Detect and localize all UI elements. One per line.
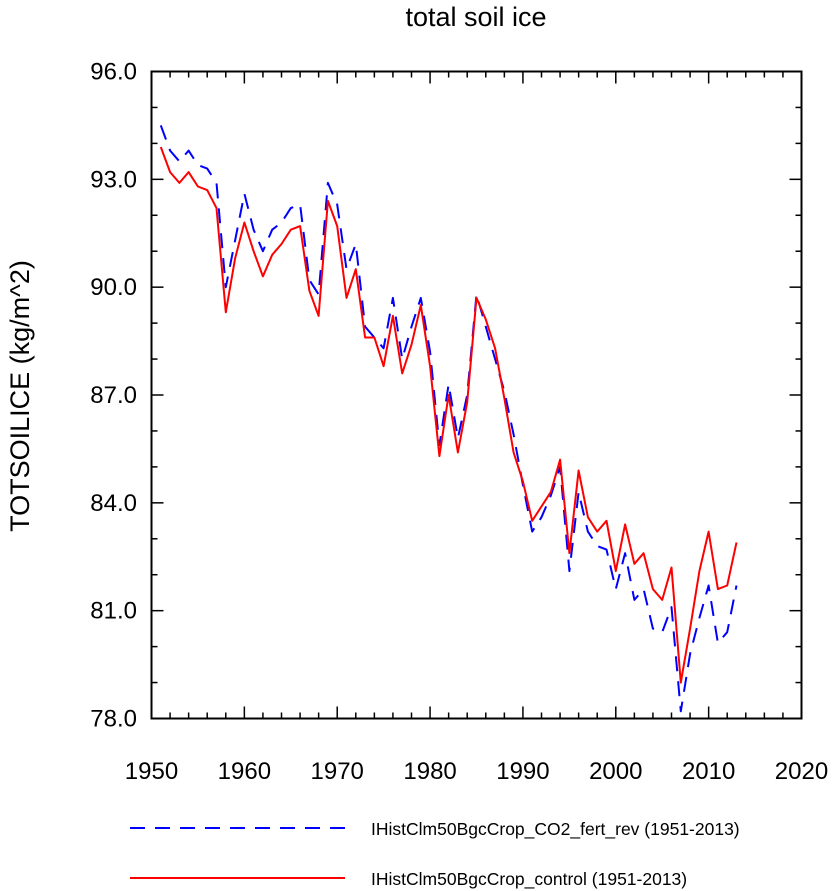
y-tick-label: 78.0 <box>90 706 137 733</box>
y-tick-label: 93.0 <box>90 166 137 193</box>
chart-title: total soil ice <box>405 2 546 32</box>
y-axis-label: TOTSOILICE (kg/m^2) <box>5 260 35 532</box>
y-tick-label: 96.0 <box>90 59 137 86</box>
x-tick-label: 1960 <box>218 758 271 785</box>
legend-label-2: IHistClm50BgcCrop_control (1951-2013) <box>371 869 687 890</box>
y-tick-label: 90.0 <box>90 274 137 301</box>
tick-labels: 1950 1960 1970 1980 1990 2000 2010 2020 78.0 81.0… <box>90 59 828 786</box>
plot-frame <box>150 70 803 720</box>
y-tick-label: 87.0 <box>90 382 137 409</box>
x-tick-label: 2010 <box>682 758 735 785</box>
x-tick-label: 1990 <box>496 758 549 785</box>
x-tick-label: 2020 <box>775 758 828 785</box>
legend: IHistClm50BgcCrop_CO2_fert_rev (1951-201… <box>130 819 740 890</box>
series-line-1 <box>159 125 738 713</box>
series-line-2 <box>159 146 738 684</box>
x-tick-label: 1970 <box>311 758 364 785</box>
y-tick-label: 81.0 <box>90 598 137 625</box>
legend-label-1: IHistClm50BgcCrop_CO2_fert_rev (1951-201… <box>371 819 740 840</box>
axis-ticks <box>150 70 803 720</box>
x-tick-label: 1980 <box>403 758 456 785</box>
series-layer <box>159 125 738 713</box>
x-tick-label: 1950 <box>125 758 178 785</box>
x-tick-label: 2000 <box>589 758 642 785</box>
y-tick-label: 84.0 <box>90 490 137 517</box>
